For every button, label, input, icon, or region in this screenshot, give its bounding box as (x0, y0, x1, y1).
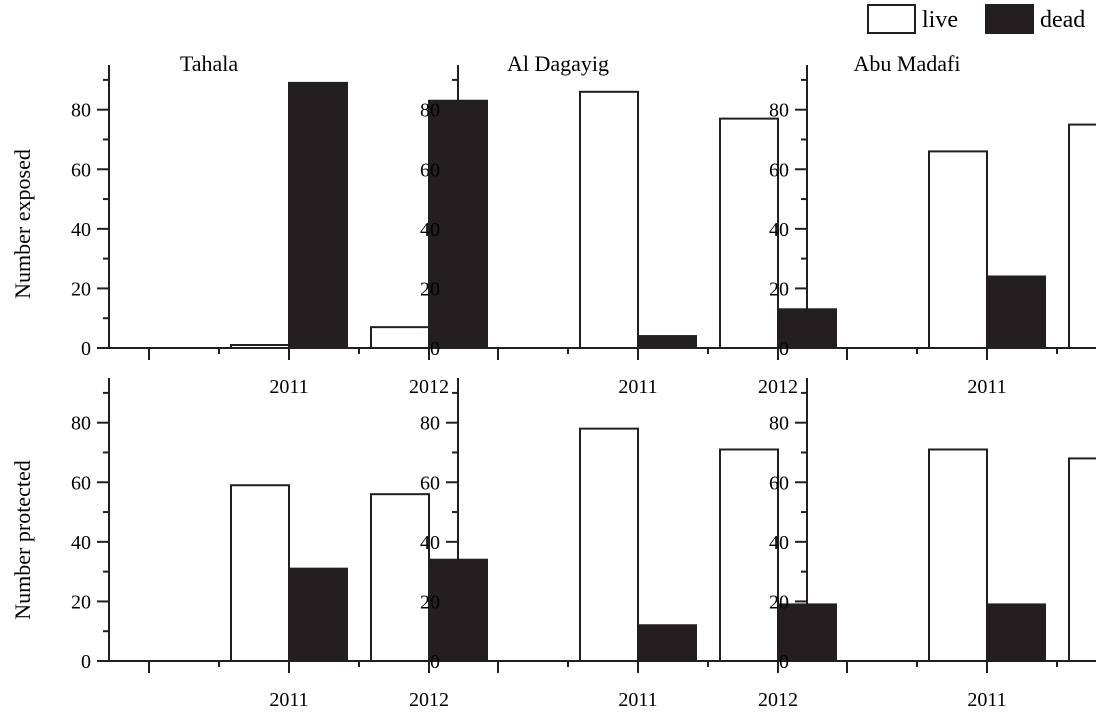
x-tick-label-2011: 2011 (269, 376, 308, 398)
panel-2: 0 20 40 60 80 2011 2012 Al Dagayig (420, 51, 837, 398)
panel-1: 0 20 40 60 80 2011 2012 Tahala Number exposed (10, 51, 488, 398)
y-tick-label: 60 (769, 472, 789, 494)
bar-live-2012 (1068, 457, 1096, 662)
y-tick-label: 40 (420, 219, 440, 241)
y-tick-label: 60 (769, 159, 789, 181)
x-tick-label-2011: 2011 (269, 689, 308, 711)
x-tick-label-2012: 2012 (409, 689, 449, 711)
x-tick-label-2012: 2012 (409, 376, 449, 398)
y-tick-label: 40 (420, 532, 440, 554)
y-tick-label: 80 (71, 100, 91, 122)
bar-dead-2011 (288, 567, 348, 663)
y-tick-label: 40 (769, 219, 789, 241)
legend-label-dead: dead (1040, 7, 1085, 33)
legend: live dead (867, 4, 1085, 34)
y-axis-label: Number protected (10, 460, 35, 619)
y-tick-label: 20 (420, 591, 440, 613)
bar-live-2012 (719, 448, 779, 663)
y-tick-label: 20 (71, 278, 91, 300)
y-tick-label: 0 (779, 651, 789, 673)
bar-live-2011 (928, 448, 988, 663)
legend-swatch-dead (985, 4, 1034, 34)
bar-live-2011 (928, 150, 988, 349)
panel-title: Abu Madafi (854, 51, 961, 76)
panel-4: 0 20 40 60 80 2011 2012 Number protected (10, 378, 488, 711)
y-axis-label: Number exposed (10, 149, 35, 299)
panel-title: Tahala (180, 51, 239, 76)
bar-dead-2011 (986, 275, 1046, 349)
y-tick-label: 0 (779, 338, 789, 360)
y-tick-label: 40 (71, 532, 91, 554)
y-tick-label: 20 (769, 278, 789, 300)
bar-live-2011 (579, 427, 639, 663)
y-tick-label: 80 (420, 100, 440, 122)
y-tick-label: 80 (420, 413, 440, 435)
y-tick-label: 20 (420, 278, 440, 300)
x-tick-label-2012: 2012 (758, 376, 798, 398)
y-tick-label: 80 (71, 413, 91, 435)
bar-live-2011 (579, 90, 639, 350)
y-tick-label: 60 (420, 159, 440, 181)
y-tick-label: 0 (430, 651, 440, 673)
legend-swatch-live (867, 4, 916, 34)
x-tick-label-2011: 2011 (618, 376, 657, 398)
x-tick-label-2011: 2011 (618, 689, 657, 711)
panel-title: Al Dagayig (507, 51, 609, 76)
y-tick-label: 60 (71, 472, 91, 494)
panel-3: 02040608020112012Abu Madafi (769, 51, 1096, 398)
y-tick-label: 20 (769, 591, 789, 613)
bar-live-2011 (230, 484, 290, 662)
y-tick-label: 20 (71, 591, 91, 613)
bar-dead-2011 (288, 81, 348, 349)
bar-live-2012 (719, 117, 779, 350)
bar-live-2012 (1068, 123, 1096, 349)
y-tick-label: 0 (81, 651, 91, 673)
bar-dead-2011 (986, 603, 1046, 663)
bar-live-2012 (370, 326, 430, 349)
x-tick-label-2012: 2012 (758, 689, 798, 711)
bar-live-2012 (370, 493, 430, 663)
y-tick-label: 80 (769, 413, 789, 435)
bar-dead-2011 (637, 335, 697, 349)
y-tick-label: 0 (81, 338, 91, 360)
y-tick-label: 40 (769, 532, 789, 554)
x-tick-label-2011: 2011 (967, 376, 1006, 398)
y-tick-label: 60 (420, 472, 440, 494)
bar-dead-2011 (637, 624, 697, 662)
y-tick-label: 60 (71, 159, 91, 181)
panels: 0 20 40 60 80 2011 2012 Tahala Number exposed 0 20… (10, 51, 1096, 711)
legend-label-live: live (922, 7, 958, 33)
x-tick-label-2011: 2011 (967, 689, 1006, 711)
y-tick-label: 80 (769, 100, 789, 122)
y-tick-label: 0 (430, 338, 440, 360)
y-tick-label: 40 (71, 219, 91, 241)
